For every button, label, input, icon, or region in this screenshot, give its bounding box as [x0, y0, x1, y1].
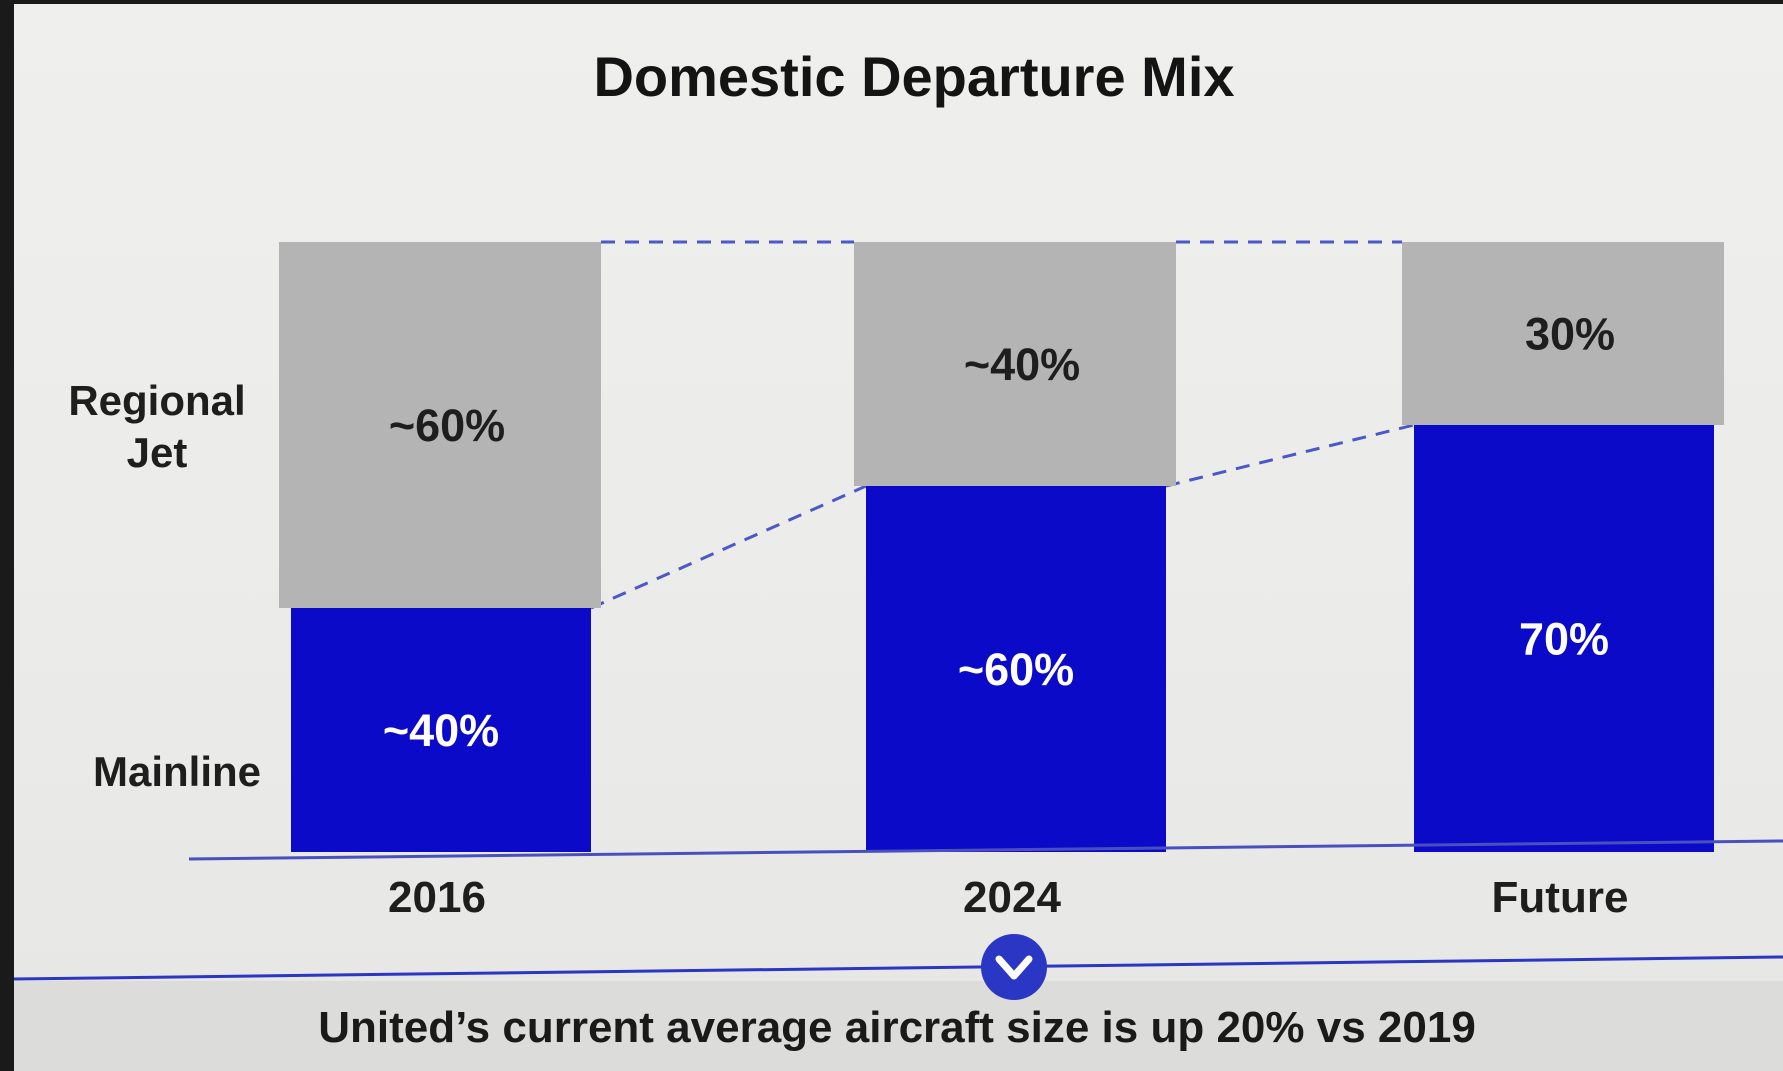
footer-divider	[14, 955, 1783, 981]
chevron-down-icon[interactable]	[981, 934, 1047, 1000]
bars	[279, 242, 1724, 852]
connector-lines	[590, 240, 1415, 610]
category-label-Future: Future	[1492, 873, 1629, 922]
category-label-2024: 2024	[963, 873, 1061, 922]
connector-mainline-2024	[1165, 423, 1415, 488]
category-labels: 2016 2024 Future	[388, 873, 1628, 922]
value-label-mainline-2024: ~60%	[958, 644, 1074, 695]
bar-mainline-2024	[866, 486, 1166, 852]
chart-title: Domestic Departure Mix	[593, 45, 1234, 108]
footer-caption: United’s current average aircraft size i…	[318, 1003, 1476, 1052]
bar-mainline-2016	[291, 608, 591, 852]
slide: Domestic Departure Mix ~60% ~40% ~40% ~60% 3…	[14, 4, 1783, 1071]
value-label-regional-jet-2024: ~40%	[964, 339, 1080, 390]
value-label-mainline-Future: 70%	[1519, 614, 1609, 665]
bar-regional-jet-2024	[854, 242, 1176, 486]
category-label-2016: 2016	[388, 873, 486, 922]
bar-mainline-Future	[1414, 425, 1714, 852]
series-label-mainline: Mainline	[93, 748, 261, 795]
bar-regional-jet-2016	[279, 242, 601, 608]
x-axis-line	[188, 839, 1783, 861]
value-label-regional-jet-Future: 30%	[1525, 309, 1615, 360]
bar-regional-jet-Future	[1402, 242, 1724, 425]
connector-mainline-2016	[590, 484, 867, 610]
value-label-regional-jet-2016: ~60%	[389, 400, 505, 451]
chart: Domestic Departure Mix ~60% ~40% ~40% ~60% 3…	[14, 45, 1783, 1071]
footer-band	[14, 981, 1783, 1071]
value-label-mainline-2016: ~40%	[383, 705, 499, 756]
series-label-regional-jet: Regional Jet	[68, 377, 245, 476]
value-labels: ~60% ~40% ~40% ~60% 30% 70%	[383, 309, 1615, 757]
